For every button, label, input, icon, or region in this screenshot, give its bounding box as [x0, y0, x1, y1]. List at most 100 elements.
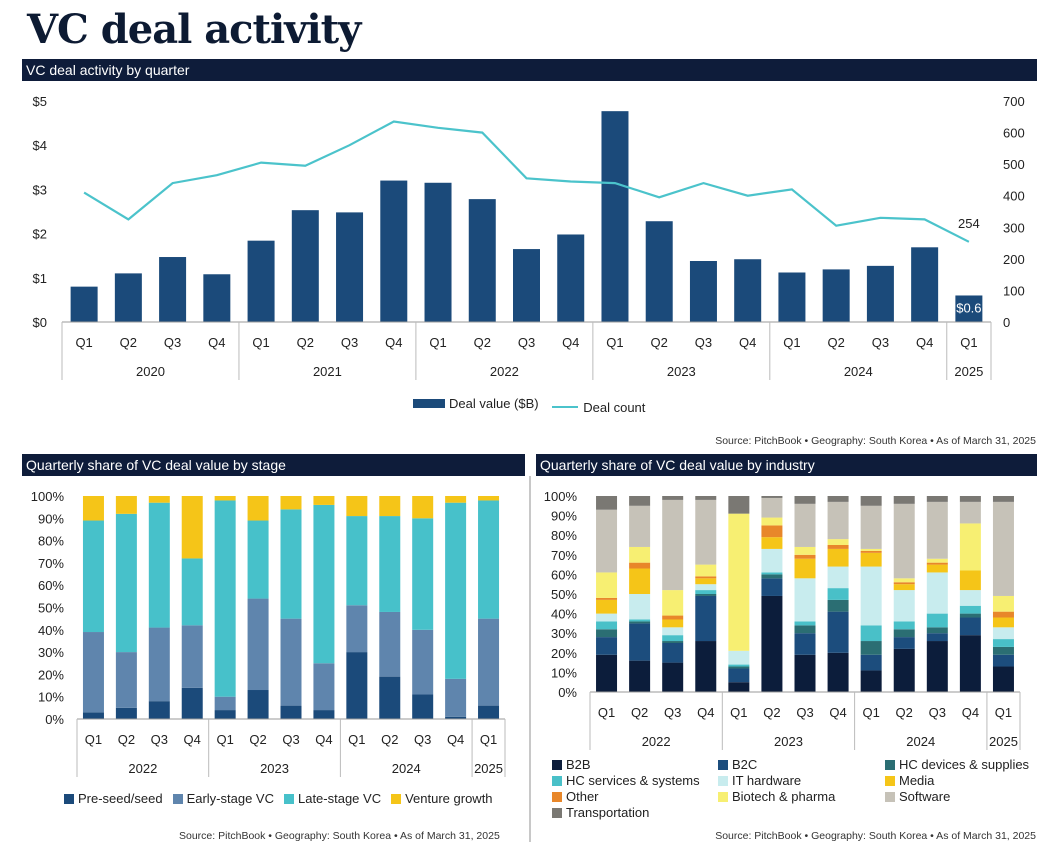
- y-axis-tick: 60%: [551, 567, 577, 582]
- stack-segment: [695, 641, 717, 692]
- stack-segment: [629, 568, 651, 594]
- deal-value-bar: [822, 269, 850, 322]
- quarter-label: Q3: [164, 335, 181, 350]
- quarter-label: Q3: [664, 705, 681, 720]
- stage-legend-label: Pre-seed/seed: [78, 791, 163, 806]
- deal-value-bar: [380, 180, 408, 322]
- right-axis-tick: 0: [1003, 315, 1010, 330]
- y-axis-tick: 0%: [558, 685, 577, 700]
- stack-segment: [478, 618, 500, 706]
- quarter-label: Q2: [118, 732, 135, 747]
- stack-segment: [412, 496, 434, 519]
- quarter-label: Q2: [474, 335, 491, 350]
- stack-segment: [629, 619, 651, 622]
- stack-segment: [959, 590, 981, 606]
- stack-segment: [662, 615, 684, 620]
- quarter-label: Q3: [796, 705, 813, 720]
- legend-deal-value-label: Deal value ($B): [449, 396, 539, 411]
- y-axis-tick: 100%: [544, 489, 578, 504]
- stage-legend-item: Venture growth: [391, 791, 493, 806]
- stack-segment: [728, 496, 750, 514]
- right-axis-tick: 400: [1003, 189, 1025, 204]
- year-label: 2022: [490, 364, 519, 379]
- industry-legend-label: HC devices & supplies: [899, 757, 1030, 772]
- stack-segment: [959, 570, 981, 591]
- stack-segment: [662, 662, 684, 692]
- stack-segment: [794, 654, 816, 692]
- stack-segment: [596, 599, 618, 614]
- deal-value-bar: [468, 199, 496, 322]
- stack-segment: [794, 496, 816, 504]
- quarter-label: Q4: [184, 732, 201, 747]
- industry-legend-swatch: [718, 759, 728, 770]
- right-axis-tick: 200: [1003, 252, 1025, 267]
- stack-segment: [860, 552, 882, 567]
- stack-segment: [992, 666, 1014, 692]
- stack-segment: [412, 629, 434, 695]
- stack-segment: [181, 558, 203, 626]
- stack-segment: [596, 629, 618, 638]
- stack-segment: [181, 496, 203, 559]
- quarter-label: Q4: [562, 335, 579, 350]
- stack-segment: [926, 496, 948, 502]
- stack-segment: [959, 635, 981, 692]
- stack-segment: [346, 496, 368, 517]
- source-note-top: Source: PitchBook • Geography: South Kor…: [715, 435, 1036, 447]
- stack-segment: [596, 613, 618, 622]
- year-label: 2020: [136, 364, 165, 379]
- stack-segment: [926, 633, 948, 642]
- quarter-label: Q1: [862, 705, 879, 720]
- stack-segment: [629, 505, 651, 547]
- deal-value-bar: [247, 240, 275, 322]
- stack-segment: [827, 539, 849, 545]
- stack-segment: [445, 496, 467, 503]
- legend-deal-value: Deal value ($B): [413, 396, 539, 411]
- industry-legend-label: Software: [899, 789, 951, 804]
- quarter-label: Q1: [598, 705, 615, 720]
- stage-share-header: Quarterly share of VC deal value by stag…: [22, 454, 525, 476]
- quarter-label: Q3: [282, 732, 299, 747]
- quarter-label: Q4: [962, 705, 979, 720]
- stack-segment: [926, 641, 948, 692]
- legend-deal-count-label: Deal count: [583, 399, 646, 415]
- stack-segment: [761, 574, 783, 579]
- stack-segment: [926, 558, 948, 563]
- stage-share-legend: Pre-seed/seed Early-stage VC Late-stage VC…: [64, 791, 503, 807]
- deal-count-label: 254: [958, 216, 980, 231]
- stack-segment: [893, 584, 915, 591]
- stack-segment: [893, 503, 915, 579]
- industry-share-legend: B2B B2C HC devices & supplies HC services &…: [552, 757, 1052, 820]
- stack-segment: [728, 668, 750, 683]
- stack-segment: [959, 523, 981, 571]
- stack-segment: [379, 611, 401, 677]
- stack-segment: [596, 509, 618, 573]
- stack-segment: [761, 537, 783, 549]
- stack-segment: [313, 504, 335, 664]
- quarter-label: Q1: [348, 732, 365, 747]
- y-axis-tick: 10%: [551, 665, 577, 680]
- stack-segment: [629, 594, 651, 620]
- stack-segment: [662, 496, 684, 500]
- quarter-label: Q1: [75, 335, 92, 350]
- stack-segment: [926, 572, 948, 614]
- stack-segment: [827, 611, 849, 653]
- y-axis-tick: 60%: [38, 578, 64, 593]
- stack-segment: [596, 621, 618, 630]
- stack-segment: [827, 496, 849, 502]
- stack-segment: [379, 496, 401, 517]
- industry-legend-label: B2B: [566, 757, 591, 772]
- stack-segment: [893, 637, 915, 649]
- y-axis-tick: 70%: [551, 548, 577, 563]
- y-axis-tick: 50%: [551, 587, 577, 602]
- year-label: 2024: [844, 364, 873, 379]
- industry-legend-swatch: [885, 791, 895, 802]
- deal-value-bar: [645, 221, 673, 322]
- y-axis-tick: 30%: [551, 626, 577, 641]
- stack-segment: [115, 707, 137, 719]
- stack-segment: [115, 496, 137, 514]
- stack-segment: [893, 648, 915, 692]
- stack-segment: [629, 562, 651, 569]
- stage-legend-swatch: [391, 793, 402, 804]
- stack-segment: [992, 639, 1014, 647]
- stack-segment: [827, 548, 849, 567]
